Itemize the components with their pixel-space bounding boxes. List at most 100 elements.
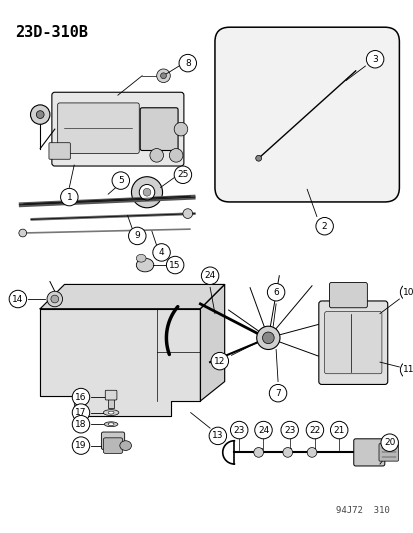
Circle shape xyxy=(256,326,279,350)
Circle shape xyxy=(183,209,192,219)
FancyBboxPatch shape xyxy=(318,301,387,384)
Text: 94J72  310: 94J72 310 xyxy=(335,505,389,514)
FancyBboxPatch shape xyxy=(324,312,381,374)
Text: 23D-310B: 23D-310B xyxy=(15,25,88,41)
Circle shape xyxy=(267,284,284,301)
Text: 4: 4 xyxy=(158,248,164,257)
Circle shape xyxy=(60,188,78,206)
Polygon shape xyxy=(74,396,84,409)
Polygon shape xyxy=(40,285,224,309)
Text: 15: 15 xyxy=(169,261,180,270)
FancyBboxPatch shape xyxy=(378,443,397,461)
Circle shape xyxy=(174,123,188,136)
Circle shape xyxy=(315,217,332,235)
Circle shape xyxy=(112,172,129,189)
FancyBboxPatch shape xyxy=(353,439,384,466)
FancyBboxPatch shape xyxy=(103,438,122,454)
Circle shape xyxy=(366,51,383,68)
Text: 14: 14 xyxy=(12,295,24,303)
Circle shape xyxy=(72,389,90,406)
Circle shape xyxy=(262,332,273,344)
Circle shape xyxy=(269,384,286,402)
Circle shape xyxy=(51,295,59,303)
FancyBboxPatch shape xyxy=(57,103,139,154)
Text: 24: 24 xyxy=(257,425,268,434)
Circle shape xyxy=(19,229,26,237)
Circle shape xyxy=(230,421,247,439)
Circle shape xyxy=(282,448,292,457)
Circle shape xyxy=(255,155,261,161)
Ellipse shape xyxy=(119,441,131,450)
Circle shape xyxy=(31,105,50,124)
Circle shape xyxy=(160,73,166,79)
Bar xyxy=(108,396,114,408)
Text: 18: 18 xyxy=(75,420,87,429)
Text: 23: 23 xyxy=(233,425,244,434)
Circle shape xyxy=(306,421,323,439)
Circle shape xyxy=(254,421,272,439)
Circle shape xyxy=(9,290,26,308)
Text: 16: 16 xyxy=(75,393,87,401)
Text: 3: 3 xyxy=(371,55,377,64)
FancyBboxPatch shape xyxy=(140,108,178,150)
Text: 1: 1 xyxy=(66,192,72,201)
Polygon shape xyxy=(200,285,224,401)
Circle shape xyxy=(47,291,62,307)
Circle shape xyxy=(152,244,170,261)
Circle shape xyxy=(253,448,263,457)
Ellipse shape xyxy=(103,410,119,416)
Circle shape xyxy=(166,256,183,274)
Text: 22: 22 xyxy=(309,425,320,434)
Text: 25: 25 xyxy=(177,170,188,179)
Circle shape xyxy=(131,177,162,208)
Text: 7: 7 xyxy=(275,389,280,398)
FancyBboxPatch shape xyxy=(105,390,116,400)
Text: 20: 20 xyxy=(383,438,394,447)
FancyBboxPatch shape xyxy=(329,282,366,308)
Text: 6: 6 xyxy=(273,288,278,297)
Text: 10: 10 xyxy=(402,288,413,297)
Ellipse shape xyxy=(136,254,146,262)
Text: 5: 5 xyxy=(118,176,123,185)
Circle shape xyxy=(330,421,347,439)
Circle shape xyxy=(380,434,397,451)
Ellipse shape xyxy=(108,411,114,414)
Text: 21: 21 xyxy=(333,425,344,434)
Circle shape xyxy=(211,352,228,370)
FancyBboxPatch shape xyxy=(214,27,399,202)
FancyBboxPatch shape xyxy=(52,92,183,166)
Circle shape xyxy=(128,227,146,245)
Text: 8: 8 xyxy=(185,59,190,68)
Circle shape xyxy=(157,69,170,83)
FancyBboxPatch shape xyxy=(49,143,70,159)
Polygon shape xyxy=(40,309,200,416)
Text: 17: 17 xyxy=(75,408,87,417)
Text: 9: 9 xyxy=(134,231,140,240)
Circle shape xyxy=(143,188,150,196)
Circle shape xyxy=(209,427,226,445)
Circle shape xyxy=(72,437,90,454)
Circle shape xyxy=(201,267,218,285)
Circle shape xyxy=(178,54,196,72)
Circle shape xyxy=(72,416,90,433)
Text: 12: 12 xyxy=(214,357,225,366)
FancyBboxPatch shape xyxy=(101,432,124,449)
Circle shape xyxy=(139,184,154,200)
Circle shape xyxy=(280,421,298,439)
Circle shape xyxy=(399,361,413,378)
Text: 2: 2 xyxy=(321,222,327,231)
Circle shape xyxy=(306,448,316,457)
Text: 23: 23 xyxy=(283,425,294,434)
Ellipse shape xyxy=(136,259,153,272)
Circle shape xyxy=(169,149,183,162)
Ellipse shape xyxy=(108,423,114,426)
Circle shape xyxy=(174,166,191,183)
Circle shape xyxy=(399,284,413,301)
Circle shape xyxy=(36,111,44,118)
Text: 24: 24 xyxy=(204,271,215,280)
Circle shape xyxy=(72,404,90,421)
Ellipse shape xyxy=(104,422,118,427)
Circle shape xyxy=(150,149,163,162)
Text: 11: 11 xyxy=(402,366,413,374)
Text: 13: 13 xyxy=(211,431,223,440)
